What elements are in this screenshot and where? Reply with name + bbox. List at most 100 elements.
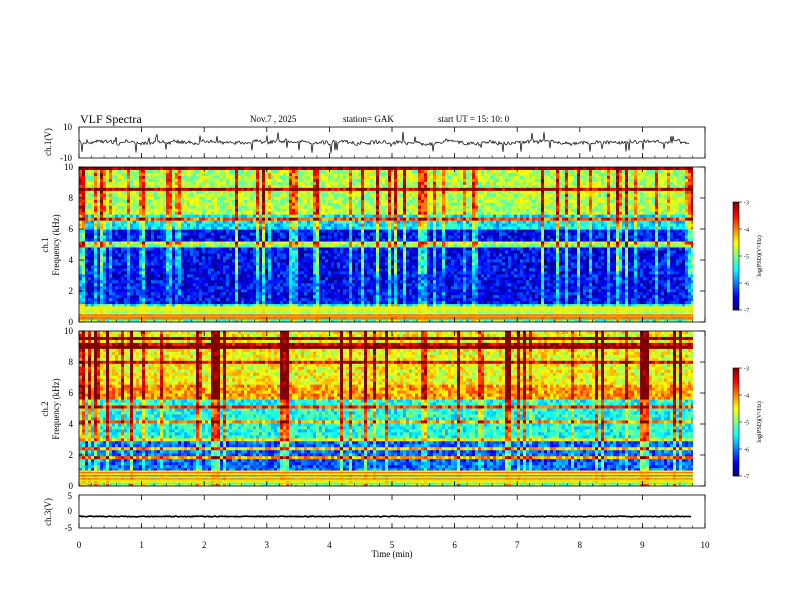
spec-cell xyxy=(148,244,151,248)
spec-cell xyxy=(130,235,133,239)
spec-cell xyxy=(337,271,340,275)
spec-cell xyxy=(268,235,271,239)
spec-cell xyxy=(130,217,133,221)
spec-cell xyxy=(172,277,175,281)
spec-cell xyxy=(121,292,124,296)
spec-cell xyxy=(112,214,115,218)
spec-cell xyxy=(352,253,355,257)
spec-cell xyxy=(247,277,250,281)
spec-cell xyxy=(223,244,226,248)
spec-cell xyxy=(307,187,310,192)
spec-cell xyxy=(325,184,328,189)
spec-cell xyxy=(310,241,313,245)
spec-cell xyxy=(211,181,214,186)
spec-cell xyxy=(358,274,361,278)
spec-cell xyxy=(271,190,274,195)
spec-cell xyxy=(172,301,175,305)
spec-cell xyxy=(286,193,289,198)
spec-cell xyxy=(334,172,337,177)
spec-cell xyxy=(145,250,148,254)
spec-cell xyxy=(154,277,157,281)
spec-cell xyxy=(154,253,157,257)
spec-cell xyxy=(124,268,127,272)
spec-cell xyxy=(280,223,283,227)
spec-cell xyxy=(109,229,112,233)
spec-cell xyxy=(307,193,310,198)
spec-cell xyxy=(220,265,223,269)
spec-cell xyxy=(268,184,271,189)
spec-cell xyxy=(211,202,214,207)
spec-cell xyxy=(88,298,91,302)
spec-cell xyxy=(100,238,103,242)
spec-cell xyxy=(259,289,262,293)
spec-cell xyxy=(214,181,217,186)
spec-cell xyxy=(328,283,331,287)
spec-cell xyxy=(202,289,205,293)
spec-cell xyxy=(217,241,220,245)
spec-cell xyxy=(169,298,172,302)
spec-cell xyxy=(202,220,205,224)
spec-cell xyxy=(277,280,280,284)
spec-cell xyxy=(358,286,361,290)
spec-cell xyxy=(304,187,307,192)
spec-cell xyxy=(265,301,268,305)
spec-cell xyxy=(343,289,346,293)
spec-cell xyxy=(325,235,328,239)
spec-cell xyxy=(226,298,229,302)
spec-cell xyxy=(352,199,355,204)
spec-cell xyxy=(118,271,121,275)
spec-cell xyxy=(355,172,358,177)
spec-cell xyxy=(253,175,256,180)
spec-cell xyxy=(175,205,178,210)
spec-cell xyxy=(247,280,250,284)
spec-cell xyxy=(163,277,166,281)
spec-cell xyxy=(274,250,277,254)
spec-cell xyxy=(148,220,151,224)
spec-cell xyxy=(226,232,229,236)
spec-cell xyxy=(112,211,115,215)
spec-cell xyxy=(163,214,166,218)
spec-cell xyxy=(286,262,289,266)
spec-cell xyxy=(316,235,319,239)
spec-cell xyxy=(169,262,172,266)
spec-cell xyxy=(85,187,88,192)
spec-cell xyxy=(229,289,232,293)
spec-cell xyxy=(214,178,217,183)
spec-cell xyxy=(187,277,190,281)
spec-cell xyxy=(214,241,217,245)
spec-cell xyxy=(79,247,82,251)
spec-cell xyxy=(301,235,304,239)
spec-cell xyxy=(268,208,271,213)
spec-cell xyxy=(115,232,118,236)
spec-cell xyxy=(268,193,271,198)
spec-cell xyxy=(139,190,142,195)
spec-cell xyxy=(325,274,328,278)
spec-cell xyxy=(295,319,298,323)
spec-cell xyxy=(259,265,262,269)
spec-cell xyxy=(277,196,280,201)
spec-cell xyxy=(223,289,226,293)
spec-cell xyxy=(355,247,358,251)
spec-cell xyxy=(196,256,199,260)
spec-cell xyxy=(85,280,88,284)
spec-cell xyxy=(328,172,331,177)
spec-cell xyxy=(130,268,133,272)
spec-cell xyxy=(283,214,286,218)
spec-cell xyxy=(190,274,193,278)
spec-cell xyxy=(151,256,154,260)
spec-cell xyxy=(217,253,220,257)
spec-cell xyxy=(115,226,118,230)
spec-cell xyxy=(220,304,223,308)
spec-cell xyxy=(223,286,226,290)
spec-cell xyxy=(310,208,313,213)
figure-title: VLF Spectra xyxy=(80,112,142,126)
spec-cell xyxy=(334,199,337,204)
spec-cell xyxy=(268,202,271,207)
spec-cell xyxy=(163,226,166,230)
spec-cell xyxy=(301,232,304,236)
spec-cell xyxy=(289,298,292,302)
spec-cell xyxy=(130,271,133,275)
spec-cell xyxy=(106,271,109,275)
spec-cell xyxy=(139,250,142,254)
spec-cell xyxy=(244,250,247,254)
